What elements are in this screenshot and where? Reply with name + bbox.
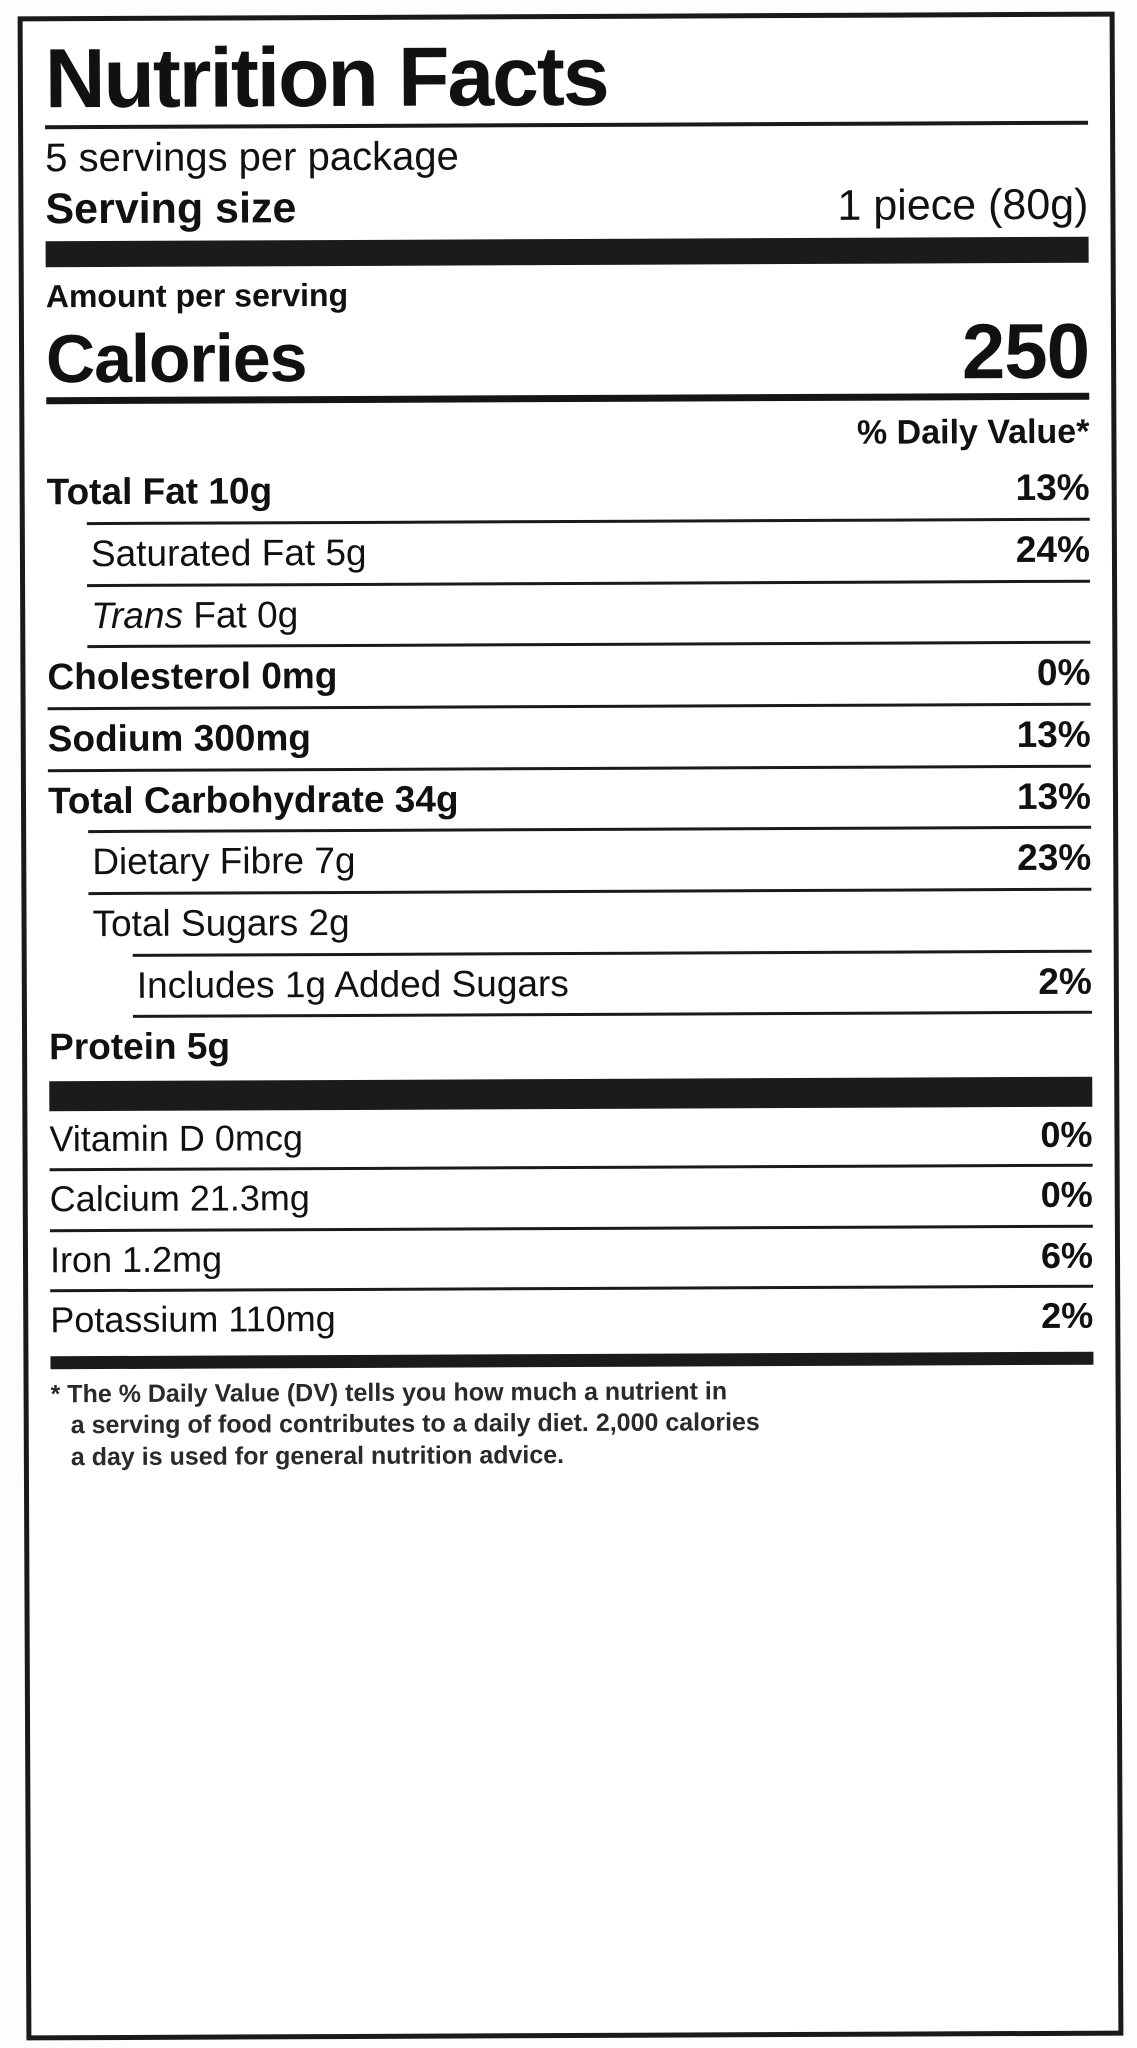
nutrient-daily-value: 2%	[1038, 960, 1092, 1002]
nutrition-facts-title: Nutrition Facts	[44, 28, 608, 126]
vitamin-row: Calcium 21.3mg 0%	[50, 1167, 1093, 1229]
nutrient-name: Protein 5g	[48, 1025, 231, 1068]
nutrient-daily-value: 24%	[1015, 528, 1091, 570]
nutrient-name: Cholesterol 0mg	[47, 655, 338, 698]
vitamin-daily-value: 2%	[1041, 1294, 1094, 1337]
nutrient-list: Total Fat 10g 13% Saturated Fat 5g 24% Trans…	[47, 459, 1093, 1077]
nutrient-name: Total Carbohydrate 34g	[47, 778, 459, 821]
vitamin-daily-value: 0%	[1040, 1174, 1093, 1216]
servings-per-package: 5 servings per package	[45, 134, 459, 181]
nutrient-daily-value: 13%	[1016, 775, 1092, 817]
footnote-divider-bar	[50, 1351, 1094, 1369]
vitamin-name: Vitamin D 0mcg	[49, 1116, 304, 1160]
nutrient-row: Dietary Fibre 7g 23%	[48, 829, 1091, 892]
nutrient-row: Protein 5g	[49, 1014, 1092, 1077]
vitamin-name: Calcium 21.3mg	[49, 1177, 310, 1220]
nutrient-name-italic-prefix: Trans	[91, 594, 194, 636]
nutrient-name: Sodium 300mg	[47, 717, 312, 760]
nutrient-name: Trans Fat 0g	[91, 593, 299, 636]
nutrient-row: Saturated Fat 5g 24%	[47, 521, 1090, 584]
footnote-line: a serving of food contributes to a daily…	[70, 1408, 760, 1440]
nutrient-daily-value: 23%	[1017, 836, 1092, 879]
daily-value-footnote: * The % Daily Value (DV) tells you how m…	[51, 1374, 1094, 1473]
vitamin-row: Iron 1.2mg 6%	[50, 1227, 1093, 1289]
nutrient-row: Trans Fat 0g	[47, 582, 1090, 645]
nutrient-name: Total Sugars 2g	[92, 901, 350, 944]
nutrient-row: Sodium 300mg 13%	[48, 706, 1091, 769]
vitamin-daily-value: 6%	[1040, 1234, 1094, 1276]
nutrition-facts-panel: Nutrition Facts 5 servings per package S…	[17, 11, 1124, 2041]
serving-section-bar	[45, 236, 1089, 268]
nutrient-name: Total Fat 10g	[46, 470, 273, 513]
serving-size-label: Serving size	[45, 184, 297, 234]
vitamin-list: Vitamin D 0mcg 0% Calcium 21.3mg 0% Iron 1.2…	[49, 1107, 1093, 1350]
nutrient-row: Cholesterol 0mg 0%	[47, 644, 1090, 707]
nutrient-daily-value: 0%	[1036, 651, 1091, 694]
vitamin-name: Potassium 110mg	[50, 1298, 336, 1341]
calories-label: Calories	[45, 320, 307, 398]
serving-size-value: 1 piece (80g)	[837, 180, 1089, 230]
nutrient-name: Saturated Fat 5g	[90, 531, 367, 575]
footnote-line: a day is used for general nutrition advi…	[70, 1440, 565, 1471]
vitamin-row: Potassium 110mg 2%	[50, 1288, 1093, 1350]
nutrient-name: Includes 1g Added Sugars	[136, 962, 569, 1006]
nutrient-daily-value: 13%	[1016, 713, 1091, 755]
nutrient-row: Includes 1g Added Sugars 2%	[49, 952, 1092, 1015]
vitamin-name: Iron 1.2mg	[49, 1238, 223, 1281]
nutrient-daily-value: 13%	[1015, 466, 1090, 509]
vitamin-row: Vitamin D 0mcg 0%	[49, 1107, 1092, 1169]
vitamin-daily-value: 0%	[1040, 1113, 1093, 1155]
nutrient-name: Dietary Fibre 7g	[92, 840, 356, 883]
calories-row: Calories 250	[45, 306, 1090, 398]
nutrient-row: Total Carbohydrate 34g 13%	[48, 767, 1091, 830]
nutrition-panel-inner: Nutrition Facts 5 servings per package S…	[44, 28, 1097, 2030]
serving-size-row: Serving size 1 piece (80g)	[45, 180, 1088, 235]
nutrient-row: Total Sugars 2g	[48, 891, 1091, 954]
footnote-line: * The % Daily Value (DV) tells you how m…	[50, 1377, 728, 1408]
nutrient-row: Total Fat 10g 13%	[47, 459, 1090, 522]
daily-value-header: % Daily Value*	[856, 413, 1090, 453]
vitamins-section-bar	[49, 1076, 1093, 1112]
calories-value: 250	[961, 306, 1090, 396]
